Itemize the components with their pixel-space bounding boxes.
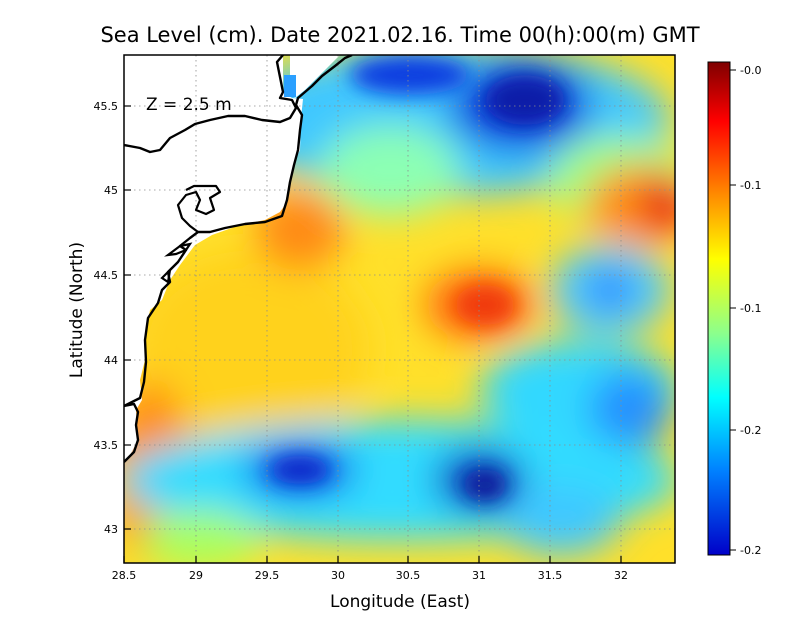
colorbar-labels: -0.0 -0.1 -0.1 -0.2 -0.2 <box>740 64 761 557</box>
grid-lines <box>124 55 675 563</box>
y-tick-label: 43 <box>104 523 118 536</box>
x-tick-label: 29 <box>189 569 203 582</box>
colorbar-label: -0.1 <box>740 179 761 192</box>
lake-patch <box>284 75 296 97</box>
x-tick-label: 28.5 <box>112 569 137 582</box>
x-tick-label: 30 <box>331 569 345 582</box>
land-mass-north <box>290 55 340 98</box>
x-tick-label: 30.5 <box>396 569 421 582</box>
colorbar-label: -0.1 <box>740 302 761 315</box>
x-tick-label: 29.5 <box>255 569 280 582</box>
coastline-lagoon-2 <box>160 266 172 284</box>
coastline-lagoon <box>164 242 193 257</box>
colorbar-label: -0.2 <box>740 544 761 557</box>
colorbar-label: -0.0 <box>740 64 761 77</box>
x-tick-label: 31 <box>472 569 486 582</box>
x-tick-label: 31.5 <box>538 569 563 582</box>
y-tick-label: 44.5 <box>94 269 119 282</box>
coastline-bay <box>124 55 298 154</box>
coastline-inlet <box>176 184 222 233</box>
depth-label: Z = 2.5 m <box>146 95 232 115</box>
y-tick-label: 43.5 <box>94 439 119 452</box>
axis-ticks <box>123 105 622 563</box>
y-tick-labels: 45.5 45 44.5 44 43.5 43 <box>94 100 119 536</box>
x-tick-labels: 28.5 29 29.5 30 30.5 31 31.5 32 <box>112 569 628 582</box>
sea-level-field <box>124 55 675 563</box>
y-tick-label: 45 <box>104 184 118 197</box>
y-tick-label: 45.5 <box>94 100 119 113</box>
plot-frame <box>123 54 676 564</box>
coastline <box>124 55 353 463</box>
x-axis-label: Longitude (East) <box>330 592 470 612</box>
colorbar <box>707 61 731 556</box>
map-title: Sea Level (cm). Date 2021.02.16. Time 00… <box>100 23 699 47</box>
colorbar-label: -0.2 <box>740 424 761 437</box>
y-tick-label: 44 <box>104 354 118 367</box>
x-tick-label: 32 <box>614 569 628 582</box>
y-axis-label: Latitude (North) <box>67 242 87 378</box>
land-mass <box>124 55 303 462</box>
colorbar-ticks <box>730 69 736 551</box>
